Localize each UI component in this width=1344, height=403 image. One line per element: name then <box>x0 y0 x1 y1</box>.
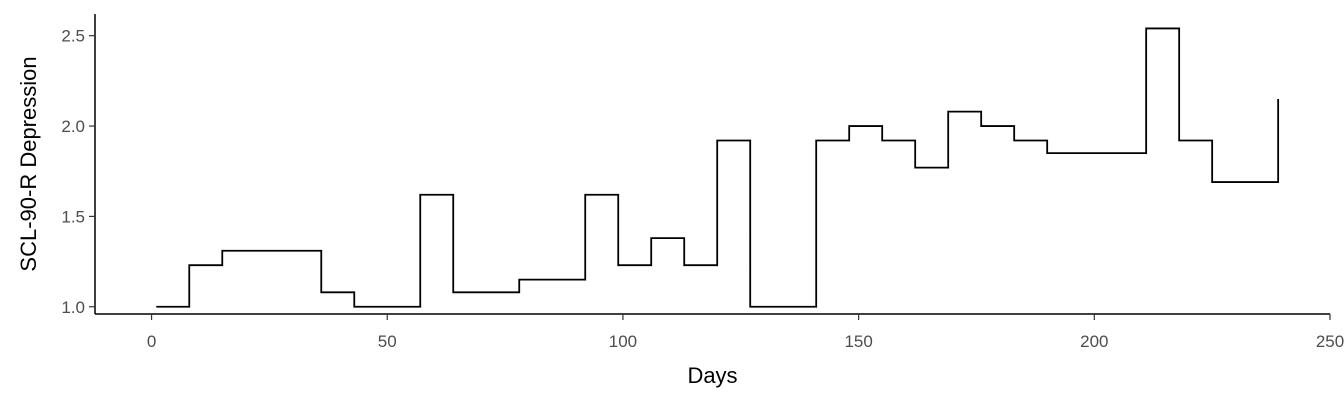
x-tick-label: 150 <box>844 332 872 351</box>
y-axis-title: SCL-90-R Depression <box>16 56 41 271</box>
x-ticks: 0 50 100 150 200 250 <box>147 314 1344 351</box>
x-tick-label: 100 <box>609 332 637 351</box>
x-tick-label: 50 <box>378 332 397 351</box>
axes <box>94 14 1330 315</box>
x-tick-label: 0 <box>147 332 156 351</box>
x-tick-label: 200 <box>1080 332 1108 351</box>
y-tick-label: 1.0 <box>61 298 85 317</box>
y-tick-label: 2.0 <box>61 117 85 136</box>
step-line <box>156 27 1280 308</box>
series-group <box>156 27 1280 308</box>
x-axis-title: Days <box>687 363 737 388</box>
y-ticks: 1.0 1.5 2.0 2.5 <box>61 27 95 317</box>
y-tick-label: 1.5 <box>61 207 85 226</box>
y-tick-label: 2.5 <box>61 27 85 46</box>
x-tick-label: 250 <box>1316 332 1344 351</box>
